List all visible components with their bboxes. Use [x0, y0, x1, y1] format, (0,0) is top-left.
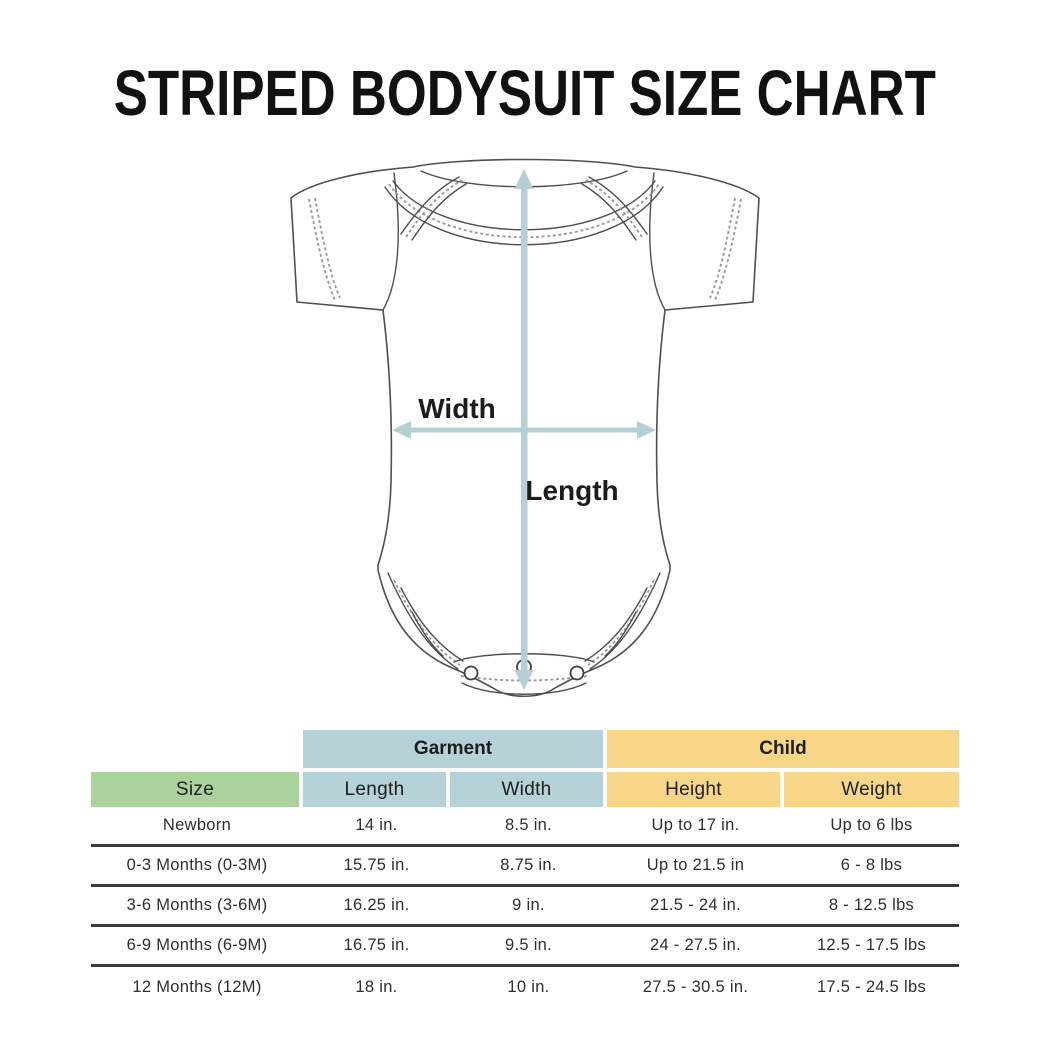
- table-cell: 9.5 in.: [504, 936, 553, 954]
- column-header-size: Size: [91, 772, 303, 807]
- length-label: Length: [525, 475, 618, 506]
- sleeve-stitch-left-2: [314, 197, 341, 299]
- group-header-garment: Garment: [303, 730, 607, 768]
- table-row: 6-9 Months (6-9M) 16.75 in. 9.5 in. 24 -…: [91, 927, 959, 967]
- width-label: Width: [418, 393, 496, 424]
- table-cell: 24 - 27.5 in.: [649, 936, 742, 954]
- table-group-header-row: Garment Child: [91, 730, 959, 768]
- snap-button: [569, 665, 585, 681]
- snap-button: [463, 665, 479, 681]
- table-row: 12 Months (12M) 18 in. 10 in. 27.5 - 30.…: [91, 967, 959, 1007]
- table-cell: 8 - 12.5 lbs: [828, 896, 915, 914]
- table-column-header-row: Size Length Width Height Weight: [91, 772, 959, 807]
- table-cell: 10 in.: [507, 977, 550, 996]
- table-cell: 8.5 in.: [504, 816, 553, 834]
- envelope-flap-right: [581, 176, 648, 241]
- envelope-flap-left: [400, 176, 467, 241]
- table-cell: Newborn: [162, 816, 232, 834]
- column-header-width: Width: [450, 772, 607, 807]
- table-row: Newborn 14 in. 8.5 in. Up to 17 in. Up t…: [91, 807, 959, 847]
- page-title-text: STRIPED BODYSUIT SIZE CHART: [113, 57, 937, 129]
- table-cell: 12.5 - 17.5 lbs: [816, 936, 927, 954]
- column-header-weight: Weight: [784, 772, 959, 807]
- table-row: 3-6 Months (3-6M) 16.25 in. 9 in. 21.5 -…: [91, 887, 959, 927]
- table-cell: 8.75 in.: [500, 856, 557, 874]
- sleeve-stitch-right-2: [709, 197, 736, 299]
- table-row: 0-3 Months (0-3M) 15.75 in. 8.75 in. Up …: [91, 847, 959, 887]
- table-cell: 0-3 Months (0-3M): [126, 856, 268, 874]
- page-title: STRIPED BODYSUIT SIZE CHART: [0, 56, 1050, 130]
- table-cell: Up to 21.5 in: [646, 856, 745, 874]
- leg-binding-right: [584, 572, 661, 670]
- column-header-length: Length: [303, 772, 450, 807]
- table-cell: 14 in.: [355, 816, 398, 834]
- table-cell: 16.25 in.: [343, 896, 410, 914]
- sleeve-stitch-right: [714, 198, 742, 301]
- width-arrow: [392, 421, 656, 439]
- armhole-seam-right: [649, 172, 666, 311]
- table-cell: 17.5 - 24.5 lbs: [816, 977, 927, 996]
- table-cell: 18 in.: [355, 977, 398, 996]
- table-cell: 6 - 8 lbs: [840, 856, 903, 874]
- table-cell: 12 Months (12M): [132, 977, 262, 996]
- table-cell: Up to 6 lbs: [830, 816, 913, 834]
- sleeve-stitch-left: [308, 198, 336, 301]
- table-cell: 27.5 - 30.5 in.: [642, 977, 749, 996]
- table-cell: 21.5 - 24 in.: [649, 896, 742, 914]
- table-cell: 3-6 Months (3-6M): [126, 896, 268, 914]
- group-header-child: Child: [607, 730, 959, 768]
- size-table: Garment Child Size Length Width Height W…: [91, 730, 959, 1007]
- bodysuit-diagram: Width Length: [290, 158, 760, 697]
- armhole-seam-left: [382, 172, 399, 311]
- table-cell: 15.75 in.: [343, 856, 410, 874]
- leg-binding-left: [387, 572, 464, 670]
- table-cell: 9 in.: [512, 896, 545, 914]
- group-header-blank: [91, 730, 303, 768]
- column-header-height: Height: [607, 772, 784, 807]
- table-cell: Up to 17 in.: [651, 816, 740, 834]
- table-cell: 6-9 Months (6-9M): [126, 936, 268, 954]
- table-cell: 16.75 in.: [343, 936, 410, 954]
